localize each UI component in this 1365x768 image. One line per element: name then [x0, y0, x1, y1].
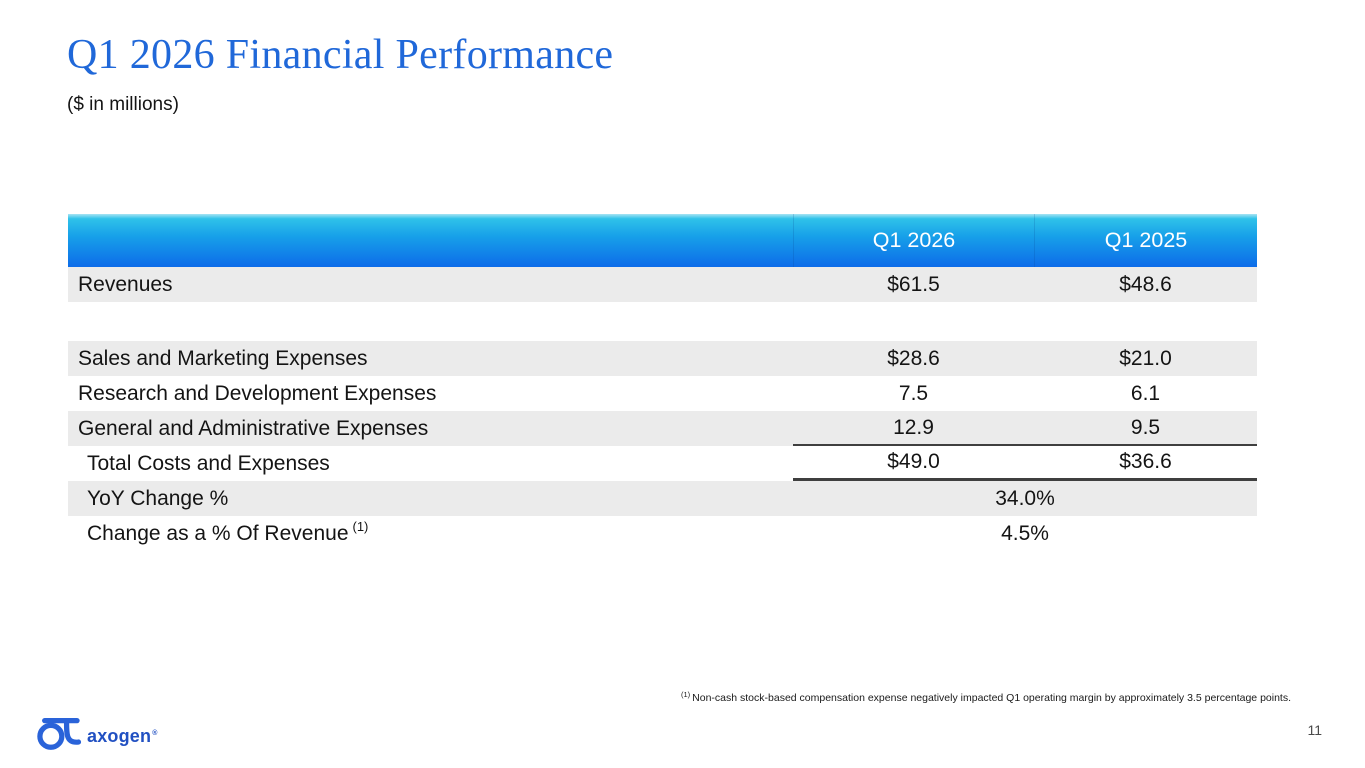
footnote: (1) Non-cash stock-based compensation exp… — [680, 690, 1291, 704]
row-label: General and Administrative Expenses — [78, 416, 429, 440]
table-header-row: Q1 2026 Q1 2025 — [68, 214, 1257, 267]
merged-value: 34.0% — [995, 486, 1055, 510]
table-row-sales-marketing: Sales and Marketing Expenses $28.6 $21.0 — [68, 341, 1257, 376]
logo-wordmark: axogen® — [87, 726, 158, 747]
value-q1-2025: 9.5 — [1130, 415, 1161, 439]
units-subtitle: ($ in millions) — [67, 94, 179, 115]
value-q1-2026: $49.0 — [887, 450, 940, 473]
row-label: YoY Change % — [87, 486, 229, 510]
column-header-q1-2026: Q1 2026 — [793, 214, 1034, 267]
table-row-general-administrative: General and Administrative Expenses 12.9… — [68, 411, 1257, 446]
row-label: Sales and Marketing Expenses — [78, 346, 368, 370]
row-label: Revenues — [78, 272, 173, 296]
footnote-marker: (1) — [680, 690, 691, 699]
value-q1-2025: $21.0 — [1119, 346, 1172, 370]
axogen-logo-icon — [37, 718, 82, 750]
row-label: Change as a % Of Revenue (1) — [68, 516, 793, 551]
value-q1-2025: $48.6 — [1119, 272, 1172, 296]
financial-table: Q1 2026 Q1 2025 Revenues $61.5 $48.6 Sal… — [68, 214, 1257, 551]
column-header-q1-2025: Q1 2025 — [1034, 214, 1257, 267]
table-row-revenues: Revenues $61.5 $48.6 — [68, 267, 1257, 302]
row-label-text: Change as a % Of Revenue — [87, 521, 349, 545]
table-row-research-development: Research and Development Expenses 7.5 6.… — [68, 376, 1257, 411]
table-row-change-pct-revenue: Change as a % Of Revenue (1) 4.5% — [68, 516, 1257, 551]
value-q1-2026: $28.6 — [887, 346, 940, 370]
value-q1-2025: $36.6 — [1119, 450, 1172, 473]
value-q1-2026: $61.5 — [887, 272, 940, 296]
header-spacer-cell — [68, 214, 793, 267]
value-q1-2026: 7.5 — [898, 381, 929, 405]
footnote-reference: (1) — [352, 519, 369, 534]
page-title: Q1 2026 Financial Performance — [67, 32, 614, 78]
table-row-spacer — [68, 302, 1257, 341]
logo-wordmark-text: axogen — [87, 725, 152, 746]
table-row-total-costs: Total Costs and Expenses $49.0 $36.6 — [68, 446, 1257, 481]
axogen-logo: axogen® — [34, 713, 158, 753]
merged-value: 4.5% — [1001, 521, 1049, 545]
page-number: 11 — [1307, 722, 1322, 738]
registered-trademark-icon: ® — [152, 729, 158, 737]
row-label: Total Costs and Expenses — [87, 451, 330, 475]
value-q1-2025: 6.1 — [1130, 381, 1161, 405]
table-row-yoy-change: YoY Change % 34.0% — [68, 481, 1257, 516]
footnote-text: Non-cash stock-based compensation expens… — [692, 692, 1291, 704]
row-label: Research and Development Expenses — [78, 381, 437, 405]
value-q1-2026: 12.9 — [893, 415, 934, 439]
